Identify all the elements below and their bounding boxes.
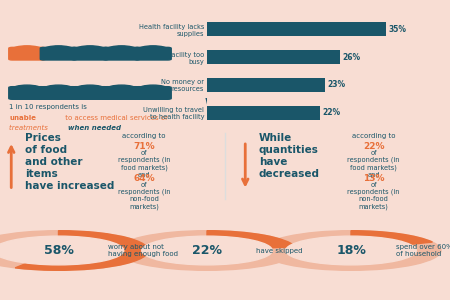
FancyBboxPatch shape: [9, 87, 45, 99]
Text: unable: unable: [9, 115, 36, 121]
Circle shape: [142, 236, 272, 265]
Circle shape: [107, 85, 136, 93]
FancyBboxPatch shape: [40, 87, 76, 99]
FancyBboxPatch shape: [40, 47, 76, 60]
Text: Why?: Why?: [205, 97, 247, 111]
Circle shape: [75, 46, 105, 54]
Wedge shape: [261, 231, 441, 270]
Circle shape: [138, 85, 168, 93]
Circle shape: [107, 46, 136, 54]
Wedge shape: [0, 231, 148, 270]
Text: 35%: 35%: [388, 25, 406, 34]
Text: of
respondents (in
food markets)
and: of respondents (in food markets) and: [118, 149, 170, 178]
FancyBboxPatch shape: [104, 87, 140, 99]
Text: have skipped: have skipped: [256, 248, 303, 254]
Text: when needed: when needed: [68, 124, 121, 130]
Text: Prices
of food
and other
items
have increased: Prices of food and other items have incr…: [25, 133, 114, 190]
Text: of
respondents (in
non-food
markets): of respondents (in non-food markets): [347, 182, 400, 210]
Text: 58%: 58%: [44, 244, 73, 257]
Text: 71%: 71%: [133, 142, 155, 152]
Text: 13%: 13%: [363, 174, 384, 183]
Circle shape: [12, 46, 42, 54]
Text: 22%: 22%: [192, 244, 222, 257]
FancyBboxPatch shape: [135, 87, 171, 99]
FancyBboxPatch shape: [72, 47, 108, 60]
Text: worry about not
having enough food: worry about not having enough food: [108, 244, 178, 257]
Bar: [207, 106, 320, 120]
Circle shape: [0, 236, 124, 265]
Circle shape: [44, 46, 73, 54]
Wedge shape: [117, 231, 297, 270]
Bar: [207, 22, 386, 36]
FancyBboxPatch shape: [135, 47, 171, 60]
Wedge shape: [15, 231, 149, 270]
Circle shape: [75, 85, 105, 93]
Text: treatments: treatments: [9, 124, 50, 130]
Text: 26%: 26%: [342, 52, 360, 62]
Circle shape: [286, 236, 416, 265]
FancyBboxPatch shape: [104, 47, 140, 60]
Text: 22%: 22%: [322, 108, 340, 117]
Text: according to: according to: [352, 133, 395, 139]
Text: 23%: 23%: [327, 80, 345, 89]
Circle shape: [12, 85, 42, 93]
Text: While
quantities
have
decreased: While quantities have decreased: [259, 133, 320, 178]
Text: 64%: 64%: [133, 174, 155, 183]
Circle shape: [138, 46, 168, 54]
Circle shape: [44, 85, 73, 93]
FancyBboxPatch shape: [72, 87, 108, 99]
Text: 18%: 18%: [336, 244, 366, 257]
Wedge shape: [207, 231, 295, 248]
Text: of
respondents (in
non-food
markets): of respondents (in non-food markets): [118, 182, 170, 210]
Text: of
respondents (in
food markets)
and: of respondents (in food markets) and: [347, 149, 400, 178]
Text: according to: according to: [122, 133, 166, 139]
Text: 1 in 10 respondents is: 1 in 10 respondents is: [9, 104, 89, 110]
Wedge shape: [351, 231, 432, 244]
Text: spend over 60%
of household: spend over 60% of household: [396, 244, 450, 257]
FancyBboxPatch shape: [9, 47, 45, 60]
Text: to access medical services or: to access medical services or: [63, 115, 168, 121]
Text: 22%: 22%: [363, 142, 384, 152]
Bar: [207, 78, 324, 92]
Bar: [207, 50, 340, 64]
